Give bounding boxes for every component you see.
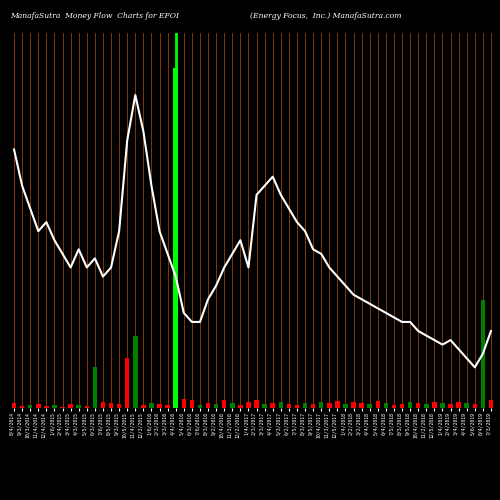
Bar	[230, 403, 234, 407]
Bar	[117, 404, 121, 407]
Bar	[480, 300, 485, 408]
Bar	[432, 402, 436, 407]
Bar	[262, 404, 267, 407]
Bar	[456, 402, 461, 407]
Bar	[214, 404, 218, 407]
Bar	[100, 402, 105, 407]
Bar	[190, 400, 194, 407]
Bar	[36, 404, 40, 407]
Bar	[254, 400, 259, 407]
Bar	[52, 405, 56, 407]
Bar	[222, 400, 226, 407]
Bar	[270, 403, 275, 407]
Bar	[327, 403, 332, 407]
Bar	[125, 358, 130, 408]
Bar	[464, 403, 469, 407]
Bar	[286, 404, 291, 407]
Bar	[448, 404, 453, 407]
Bar	[92, 368, 97, 408]
Bar	[109, 403, 114, 407]
Bar	[141, 405, 146, 407]
Bar	[246, 402, 250, 407]
Bar	[158, 404, 162, 407]
Bar	[416, 403, 420, 407]
Bar	[12, 403, 16, 407]
Bar	[28, 405, 32, 407]
Bar	[68, 404, 73, 407]
Bar	[84, 406, 89, 407]
Bar	[174, 68, 178, 407]
Bar	[408, 402, 412, 407]
Bar	[335, 401, 340, 407]
Bar	[368, 404, 372, 407]
Bar	[319, 402, 324, 407]
Bar	[60, 406, 65, 408]
Bar	[360, 403, 364, 407]
Bar	[294, 405, 299, 407]
Bar	[343, 404, 347, 407]
Bar	[424, 404, 428, 407]
Bar	[149, 403, 154, 407]
Bar	[182, 398, 186, 407]
Bar	[206, 403, 210, 407]
Bar	[278, 402, 283, 407]
Bar	[376, 401, 380, 407]
Bar	[238, 405, 242, 407]
Bar	[311, 404, 316, 407]
Bar	[392, 405, 396, 407]
Bar	[166, 405, 170, 407]
Bar	[488, 400, 493, 407]
Bar	[440, 403, 444, 407]
Bar	[352, 402, 356, 407]
Bar	[400, 404, 404, 407]
Bar	[384, 403, 388, 407]
Bar	[20, 406, 24, 407]
Bar	[198, 405, 202, 407]
Text: (Energy Focus,  Inc.) ManafaSutra.com: (Energy Focus, Inc.) ManafaSutra.com	[250, 12, 402, 20]
Bar	[133, 336, 138, 407]
Bar	[44, 406, 48, 407]
Bar	[76, 405, 81, 407]
Bar	[472, 404, 477, 407]
Text: ManafaSutra  Money Flow  Charts for EFOI: ManafaSutra Money Flow Charts for EFOI	[10, 12, 179, 20]
Bar	[303, 403, 308, 407]
